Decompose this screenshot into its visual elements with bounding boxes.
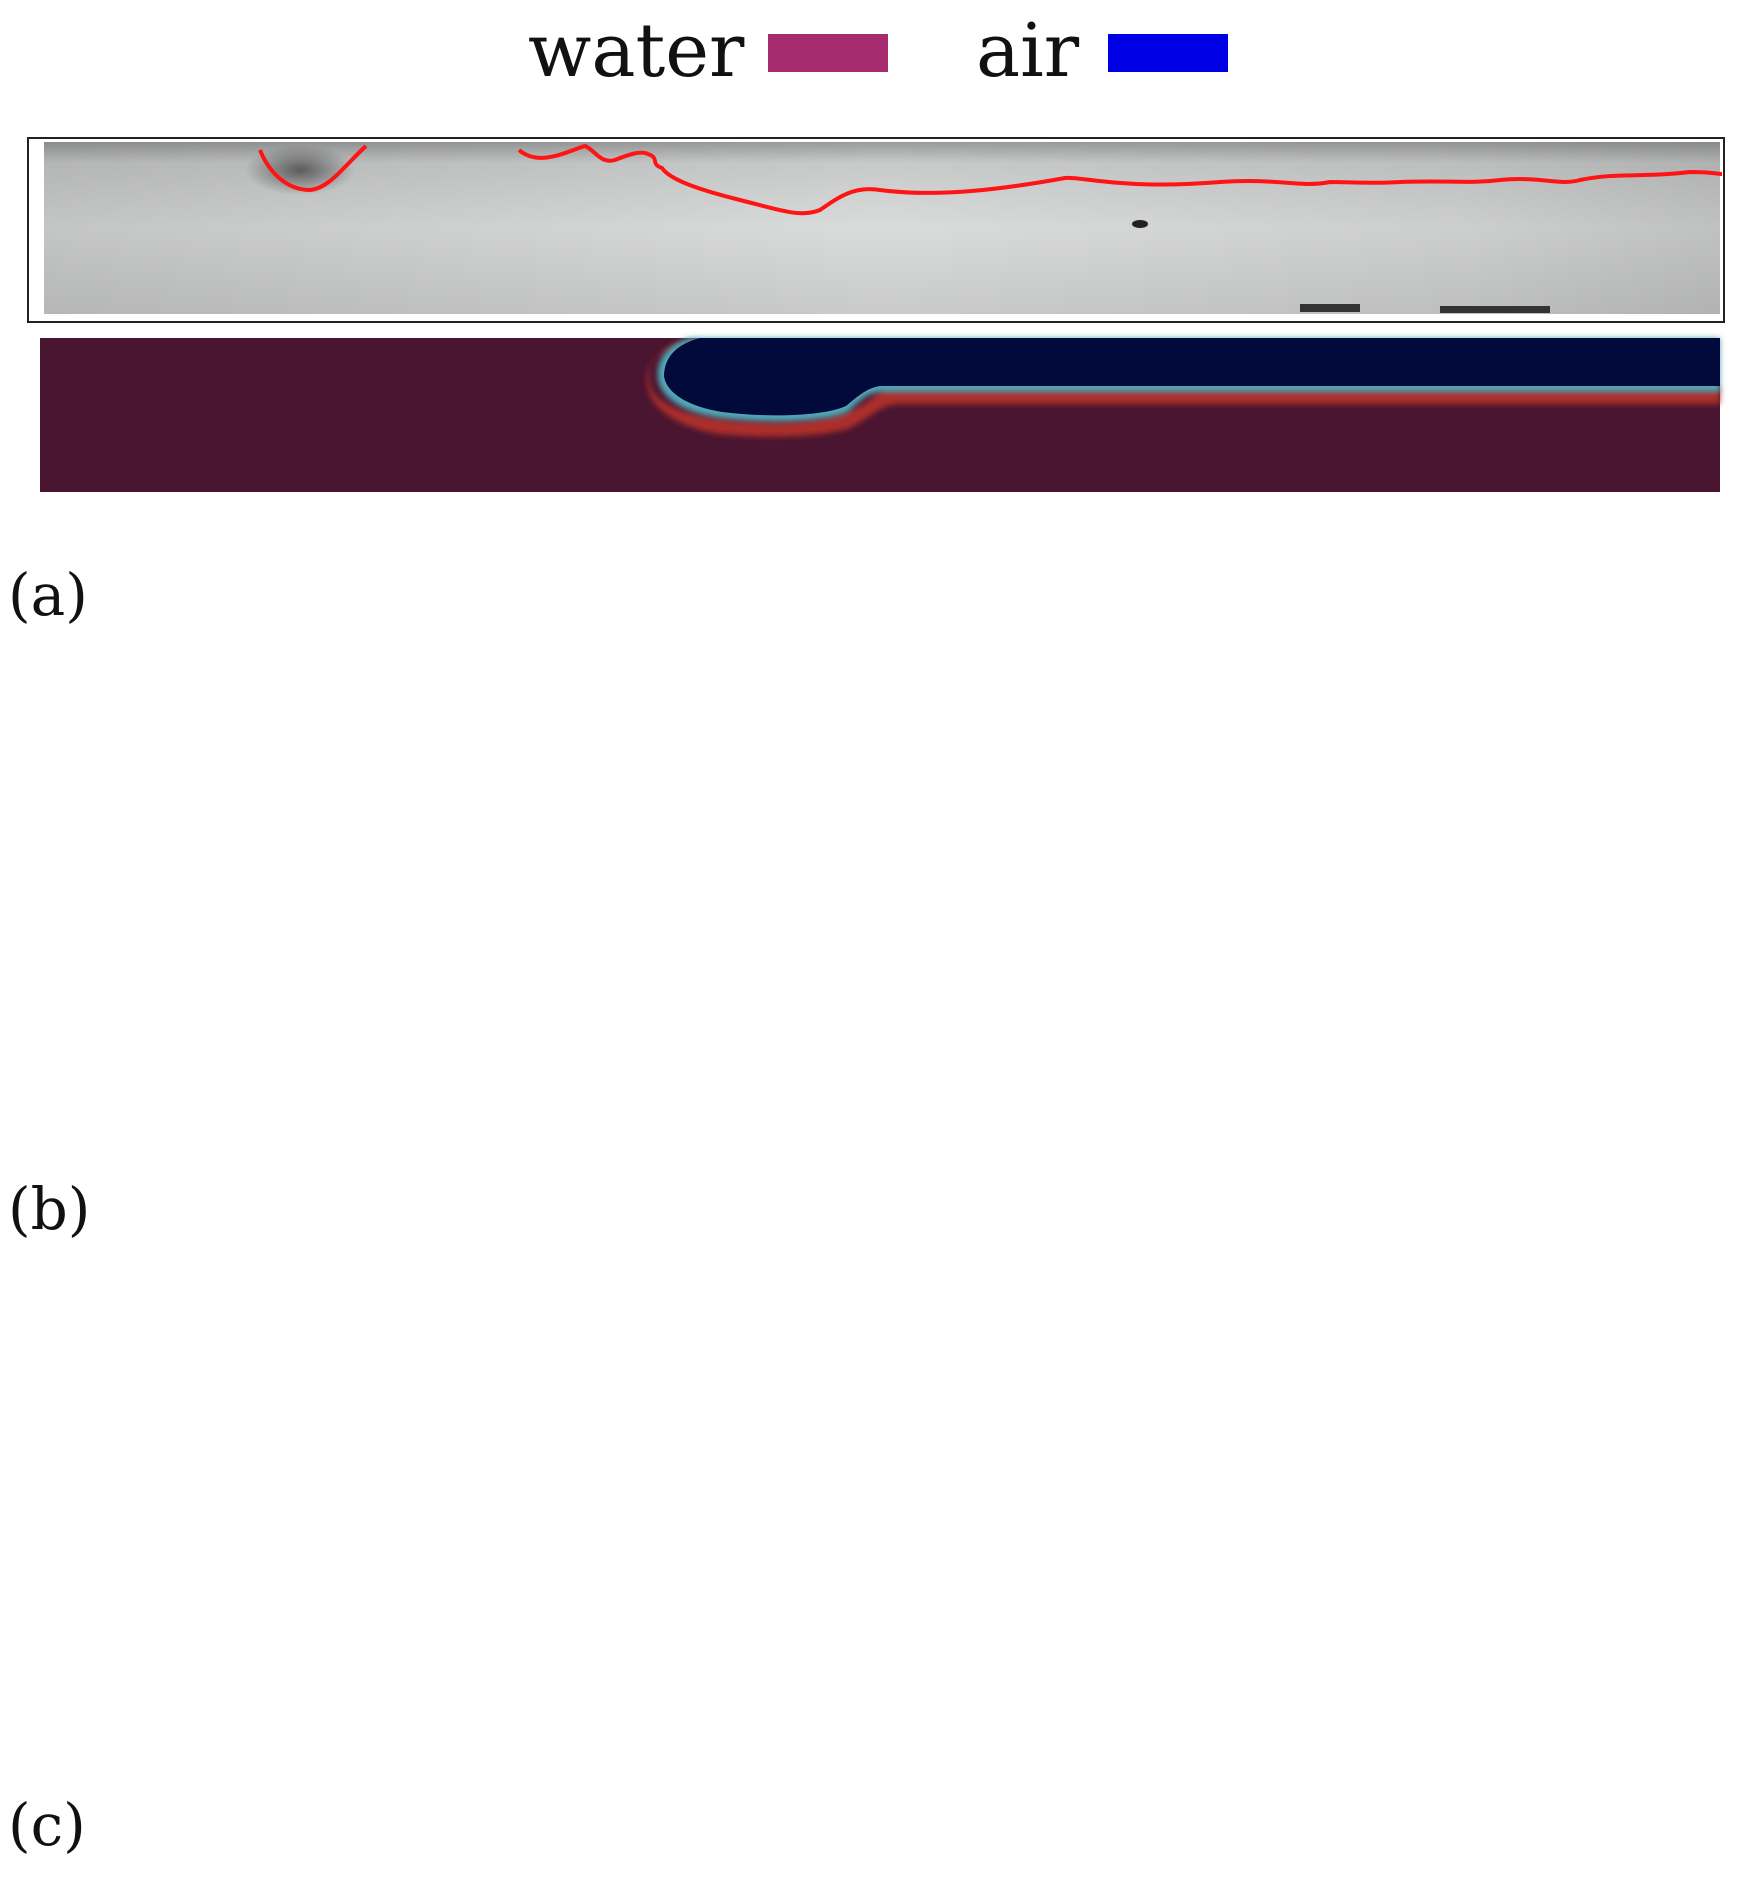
legend-water-swatch — [768, 34, 888, 72]
panel-a-label: (a) — [8, 561, 88, 629]
panel-c-label: (c) — [8, 1791, 86, 1859]
legend-air-label: air — [976, 8, 1080, 94]
panel-a-simulation — [40, 338, 1721, 492]
panel-a — [27, 137, 1725, 492]
legend-water-label: water — [528, 8, 745, 94]
panel-b-label: (b) — [8, 1175, 91, 1243]
legend-air-swatch — [1108, 34, 1228, 72]
panel-a-photo — [27, 137, 1725, 323]
panel-a-interface-line — [258, 143, 1723, 216]
